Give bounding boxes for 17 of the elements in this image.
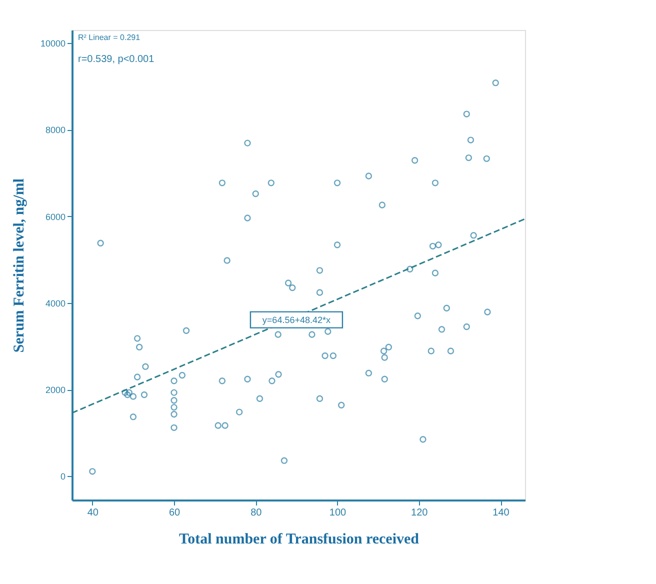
annotation: R² Linear = 0.291	[78, 33, 141, 42]
y-tick-label: 0	[60, 472, 66, 482]
y-tick-label: 6000	[45, 212, 66, 222]
x-tick-label: 100	[329, 508, 347, 518]
y-axis-title: Serum Ferritin level, ng/ml	[11, 178, 28, 353]
y-tick-label: 8000	[45, 125, 66, 136]
x-tick-label: 140	[492, 508, 510, 518]
annotation: y=64.56+48.42*x	[262, 314, 331, 325]
x-tick-label: 60	[168, 508, 181, 518]
x-tick-label: 40	[87, 508, 99, 518]
x-tick-label: 120	[411, 508, 428, 518]
y-tick-label: 2000	[45, 385, 66, 396]
annotation: r=0.539, p<0.001	[78, 54, 155, 65]
y-tick-label: 10000	[40, 38, 66, 48]
x-axis-title: Total number of Transfusion received	[178, 532, 420, 548]
x-tick-label: 80	[250, 508, 262, 518]
y-tick-label: 4000	[45, 298, 66, 308]
